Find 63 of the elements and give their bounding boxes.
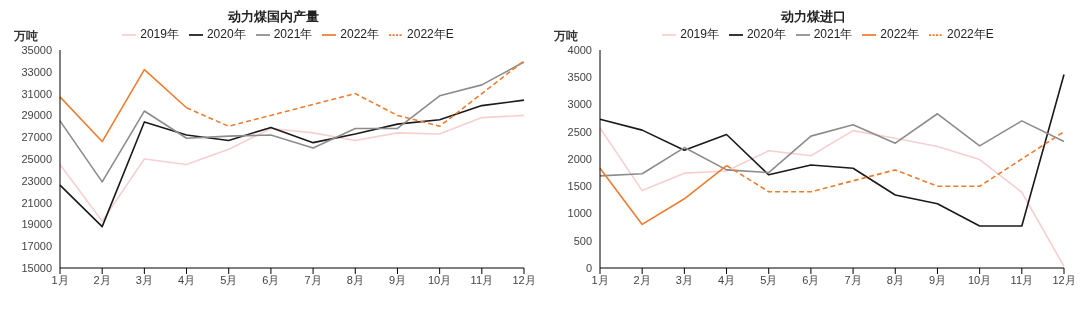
y-tick-label: 19000: [21, 218, 52, 231]
y-tick-label: 31000: [21, 87, 52, 100]
line-series: [59, 61, 525, 183]
line-series: [599, 73, 1065, 227]
y-tick-label: 3500: [567, 71, 592, 84]
x-tick-label: 3月: [675, 273, 693, 286]
x-tick-label: 7月: [844, 273, 862, 286]
y-tick-label: 15000: [21, 261, 52, 274]
y-tick-label: 35000: [21, 43, 52, 56]
line-series: [59, 99, 525, 228]
y-tick-label: 21000: [21, 196, 52, 209]
y-axis-title: 万吨: [554, 28, 578, 45]
x-tick-label: 8月: [346, 273, 364, 286]
x-tick-label: 5月: [220, 273, 238, 286]
y-tick-label: 500: [573, 234, 592, 247]
y-tick-label: 29000: [21, 109, 52, 122]
legend-label: 2019年: [140, 27, 179, 41]
x-tick-label: 2月: [93, 273, 111, 286]
x-tick-label: 12月: [1052, 273, 1076, 286]
legend-label: 2021年: [273, 27, 313, 41]
x-tick-label: 6月: [802, 273, 820, 286]
line-series: [599, 112, 1065, 177]
y-tick-label: 2500: [567, 125, 592, 138]
x-tick-label: 6月: [262, 273, 280, 286]
legend-label: 2022年: [340, 27, 380, 41]
x-tick-label: 11月: [470, 273, 494, 286]
x-tick-label: 4月: [717, 273, 736, 286]
x-tick-label: 1月: [51, 273, 69, 286]
x-tick-label: 7月: [304, 273, 322, 286]
x-tick-label: 4月: [177, 273, 196, 286]
y-tick-label: 33000: [21, 65, 52, 78]
x-tick-label: 2月: [633, 273, 651, 286]
x-tick-label: 5月: [760, 273, 778, 286]
y-tick-label: 0: [585, 261, 592, 274]
x-tick-label: 1月: [591, 273, 609, 286]
x-tick-label: 10月: [428, 273, 452, 286]
y-tick-label: 2000: [567, 152, 592, 165]
legend-label: 2022年E: [407, 27, 454, 41]
x-tick-label: 9月: [928, 273, 947, 286]
chart-title: 动力煤国内产量: [226, 8, 320, 26]
legend-label: 2021年: [813, 27, 853, 41]
legend-label: 2020年: [746, 27, 786, 41]
legend-label: 2022年E: [947, 27, 994, 41]
y-tick-label: 25000: [21, 152, 52, 165]
y-tick-label: 1000: [567, 207, 592, 220]
x-tick-label: 11月: [1010, 273, 1034, 286]
y-tick-label: 23000: [21, 174, 52, 187]
x-tick-label: 9月: [388, 273, 407, 286]
y-tick-label: 3000: [567, 98, 592, 111]
x-tick-label: 12月: [512, 273, 536, 286]
y-axis-title: 万吨: [14, 28, 38, 45]
y-tick-label: 27000: [21, 131, 52, 144]
y-tick-label: 4000: [567, 43, 592, 56]
legend-label: 2022年: [880, 27, 920, 41]
chart-title: 动力煤进口: [779, 8, 847, 26]
line-series: [59, 114, 525, 222]
x-tick-label: 3月: [135, 273, 153, 286]
y-tick-label: 17000: [21, 240, 52, 253]
legend-label: 2019年: [680, 27, 719, 41]
y-tick-label: 1500: [567, 180, 592, 193]
x-tick-label: 10月: [968, 273, 992, 286]
x-tick-label: 8月: [886, 273, 904, 286]
legend-label: 2020年: [206, 27, 246, 41]
